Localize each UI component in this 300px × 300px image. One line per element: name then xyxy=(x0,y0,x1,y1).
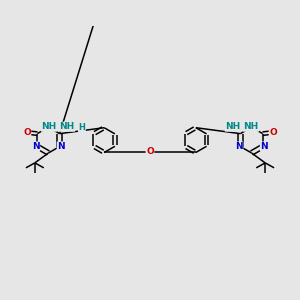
Text: N: N xyxy=(57,142,65,151)
Text: NH: NH xyxy=(41,122,57,131)
Text: NH: NH xyxy=(59,122,75,131)
Text: N: N xyxy=(260,142,268,151)
Text: N: N xyxy=(32,142,40,151)
Text: H: H xyxy=(79,123,85,132)
Text: O: O xyxy=(146,147,154,156)
Text: N: N xyxy=(235,142,243,151)
Text: O: O xyxy=(23,128,31,137)
Text: NH: NH xyxy=(225,122,241,131)
Text: NH: NH xyxy=(243,122,259,131)
Text: O: O xyxy=(269,128,277,137)
